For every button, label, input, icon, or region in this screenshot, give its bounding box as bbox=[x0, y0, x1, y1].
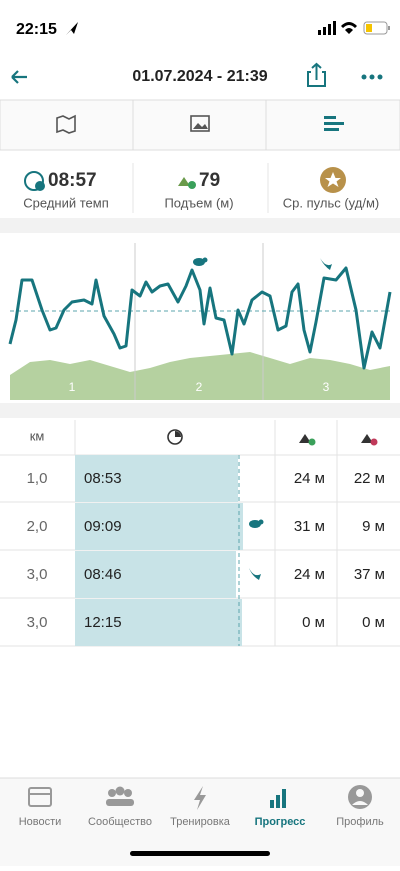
share-button[interactable] bbox=[307, 62, 326, 87]
back-button[interactable] bbox=[11, 70, 27, 84]
separator bbox=[0, 403, 400, 418]
time-header-icon bbox=[167, 429, 183, 445]
status-time: 22:15 bbox=[16, 21, 57, 38]
descent-cell: 0 м bbox=[362, 614, 385, 631]
ascent-cell: 31 м bbox=[294, 518, 325, 535]
ascent-cell: 24 м bbox=[294, 470, 325, 487]
time-cell: 12:15 bbox=[84, 614, 122, 631]
table-rows: 1,0 08:53 24 м 22 м 2,0 09:09 31 м 9 м 3,0 08:46 2… bbox=[27, 470, 385, 631]
pace-icon bbox=[24, 171, 44, 191]
photo-tab[interactable] bbox=[190, 115, 210, 132]
ascent-cell: 24 м bbox=[294, 566, 325, 583]
separator bbox=[0, 218, 400, 233]
descent-cell: 37 м bbox=[354, 566, 385, 583]
km-cell: 3,0 bbox=[27, 566, 48, 583]
time-cell: 08:53 bbox=[84, 470, 122, 487]
descent-cell: 9 м bbox=[362, 518, 385, 535]
ascent-cell: 0 м bbox=[302, 614, 325, 631]
ascent-icon bbox=[178, 177, 190, 186]
stat-value: 08:57 bbox=[48, 170, 97, 191]
map-tab[interactable] bbox=[56, 114, 76, 134]
nav-item[interactable]: Профиль bbox=[336, 816, 384, 828]
ascent-header-icon bbox=[299, 434, 311, 443]
location-icon bbox=[66, 22, 78, 35]
descent-header-icon bbox=[361, 434, 373, 443]
splits-tab[interactable] bbox=[324, 116, 344, 131]
segment-label: 3 bbox=[323, 380, 330, 394]
pace-chart bbox=[8, 243, 392, 400]
split-bars bbox=[75, 455, 243, 646]
nav-item[interactable]: Сообщество bbox=[88, 816, 152, 828]
stat-label: Средний темп bbox=[23, 195, 108, 210]
stat-label: Ср. пульс (уд/м) bbox=[283, 195, 379, 210]
time-cell: 08:46 bbox=[84, 566, 122, 583]
stat-value: 79 bbox=[199, 170, 220, 191]
km-cell: 1,0 bbox=[27, 470, 48, 487]
status-icons bbox=[318, 21, 390, 35]
nav-item[interactable]: Прогресс bbox=[255, 816, 306, 828]
more-button[interactable] bbox=[361, 74, 383, 80]
time-cell: 09:09 bbox=[84, 518, 122, 535]
nav-item[interactable]: Тренировка bbox=[170, 816, 231, 828]
km-header: км bbox=[30, 428, 45, 443]
km-cell: 3,0 bbox=[27, 614, 48, 631]
km-cell: 2,0 bbox=[27, 518, 48, 535]
nav-item[interactable]: Новости bbox=[19, 816, 62, 828]
stat-label: Подъем (м) bbox=[164, 195, 233, 210]
segment-label: 2 bbox=[196, 380, 203, 394]
descent-cell: 22 м bbox=[354, 470, 385, 487]
home-indicator bbox=[130, 851, 270, 856]
title: 01.07.2024 - 21:39 bbox=[132, 68, 267, 85]
segment-label: 1 bbox=[69, 380, 76, 394]
